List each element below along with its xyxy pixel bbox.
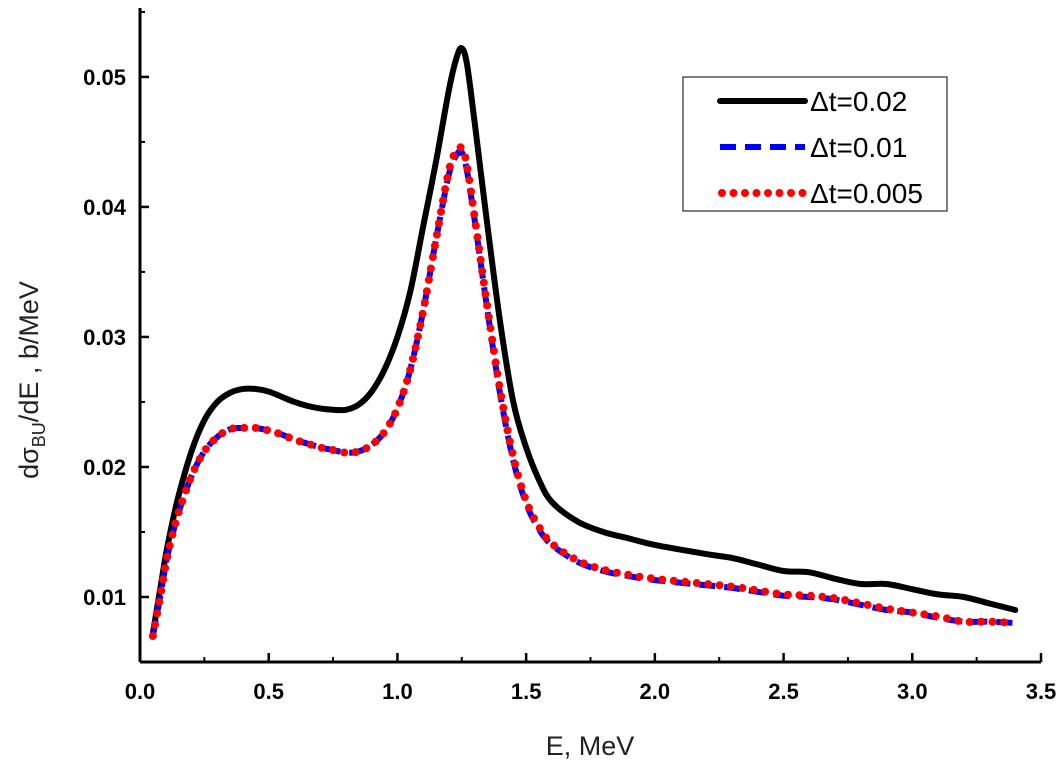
y-tick-label-2: 0.03 <box>83 325 126 350</box>
x-tick-label-6: 3.0 <box>897 679 928 704</box>
y-axis-title: dσBU/dE , b/MeV <box>14 281 49 479</box>
x-tick-label-0: 0.0 <box>125 679 156 704</box>
x-tick-label-1: 0.5 <box>253 679 284 704</box>
legend-label-0: Δt=0.02 <box>810 86 907 117</box>
series-line-2 <box>148 143 1020 640</box>
x-tick-label-3: 1.5 <box>511 679 542 704</box>
x-axis-title: E, MeV <box>546 731 635 761</box>
y-axis-title-main: dσ <box>14 447 44 479</box>
x-tick-label-5: 2.5 <box>768 679 799 704</box>
x-tick-label-7: 3.5 <box>1026 679 1057 704</box>
y-axis-title-rest: /dE , b/MeV <box>14 281 44 422</box>
series-line-0 <box>149 45 1019 637</box>
legend-label-1: Δt=0.01 <box>810 132 907 163</box>
x-tick-label-2: 1.0 <box>382 679 413 704</box>
x-tick-label-4: 2.0 <box>640 679 671 704</box>
legend-label-2: Δt=0.005 <box>810 178 923 209</box>
axis-ticks: 0.0 0.5 1.0 1.5 2.0 2.5 3.0 3.5 0.01 0.02 0.03 0.04… <box>83 10 1057 704</box>
y-axis-title-sub: BU <box>29 422 49 447</box>
legend: Δt=0.02 Δt=0.01 Δt=0.005 <box>682 76 948 212</box>
y-tick-label-1: 0.02 <box>83 455 126 480</box>
y-tick-label-4: 0.05 <box>83 65 126 90</box>
y-tick-label-3: 0.04 <box>83 195 127 220</box>
y-tick-label-0: 0.01 <box>83 585 126 610</box>
series-layer <box>148 45 1020 640</box>
